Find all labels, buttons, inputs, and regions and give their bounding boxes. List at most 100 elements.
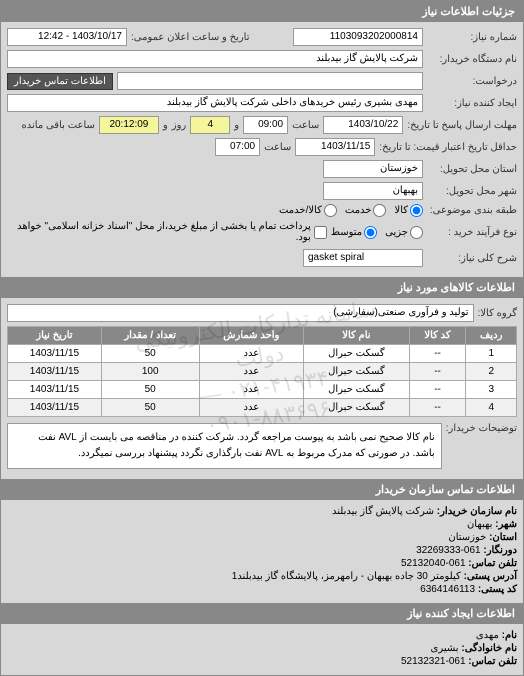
time-label-2: ساعت <box>264 142 291 153</box>
payment-checkbox[interactable] <box>314 226 327 239</box>
and-label: و <box>234 120 239 131</box>
creator-body: نام: مهدی نام خانوادگی: بشیری تلفن تماس:… <box>1 624 523 675</box>
contact-body: نام سازمان خریدار: شرکت پالایش گاز بیدبل… <box>1 500 523 603</box>
panel-title: جزئیات اطلاعات نیاز <box>1 1 523 22</box>
table-cell: گسکت حبرال <box>304 381 409 399</box>
items-header: اطلاعات کالاهای مورد نیاز <box>1 277 523 298</box>
city-label: شهر محل تحویل: <box>427 186 517 197</box>
items-table: ردیفکد کالانام کالاواحد شمارشتعداد / مقد… <box>7 326 517 417</box>
radio-motevaset[interactable]: متوسط <box>331 226 377 239</box>
days-remaining: 4 <box>190 116 230 134</box>
creator-header: اطلاعات ایجاد کننده نیاز <box>1 603 523 624</box>
c-city-label: شهر: <box>495 519 517 530</box>
table-cell: -- <box>409 381 466 399</box>
subject-label: شرح کلی نیاز: <box>427 253 517 264</box>
c-prov: خوزستان <box>448 532 486 543</box>
days-label: روز <box>172 120 187 131</box>
datetime-label: تاریخ و ساعت اعلان عمومی: <box>131 32 250 43</box>
table-cell: 50 <box>101 381 199 399</box>
table-header: ردیف <box>466 327 517 345</box>
main-panel: جزئیات اطلاعات نیاز شماره نیاز: 11030932… <box>0 0 524 676</box>
table-cell: -- <box>409 363 466 381</box>
city-value: بهبهان <box>323 182 423 200</box>
request-value <box>117 72 423 90</box>
radio-kala[interactable]: کالا <box>394 204 423 217</box>
remain-label: ساعت باقی مانده <box>22 120 95 131</box>
table-row: 1--گسکت حبرالعدد501403/11/15 <box>8 345 517 363</box>
c-phone: 061-52132040 <box>401 558 466 569</box>
payment-checkbox-label[interactable]: پرداخت تمام یا بخشی از مبلغ خرید،از محل … <box>7 221 327 243</box>
radio-both-input[interactable] <box>324 204 337 217</box>
radio-kala-input[interactable] <box>410 204 423 217</box>
deadline-label: مهلت ارسال پاسخ تا تاریخ: <box>407 120 517 131</box>
contact-info-button[interactable]: اطلاعات تماس خریدار <box>7 73 113 90</box>
buyer-org-value: شرکت پالایش گاز بیدبلند <box>7 50 423 68</box>
need-no-label: شماره نیاز: <box>427 32 517 43</box>
table-cell: عدد <box>199 399 304 417</box>
need-no-value: 1103093202000814 <box>293 28 423 46</box>
table-cell: عدد <box>199 345 304 363</box>
cr-family-label: نام خانوادگی: <box>461 643 517 654</box>
table-cell: 50 <box>101 399 199 417</box>
subject-value: gasket spiral <box>303 249 423 267</box>
form-body: شماره نیاز: 1103093202000814 تاریخ و ساع… <box>1 22 523 277</box>
table-cell: 1403/11/15 <box>8 345 102 363</box>
table-wrap: سامانه تدارکات الکترونیکی دولت ۰۲۱-۴۱۹۳۴… <box>7 326 517 417</box>
radio-jozi[interactable]: جزیی <box>385 226 423 239</box>
table-cell: عدد <box>199 363 304 381</box>
notes-value: نام کالا صحیح نمی باشد به پیوست مراجعه گ… <box>7 423 442 469</box>
subject-class-label: طبقه بندی موضوعی: <box>427 205 517 216</box>
province-label: استان محل تحویل: <box>427 164 517 175</box>
table-cell: گسکت حبرال <box>304 363 409 381</box>
table-header: نام کالا <box>304 327 409 345</box>
c-phone-label: تلفن تماس: <box>468 558 517 569</box>
deadline-date: 1403/10/22 <box>323 116 403 134</box>
c-fax-label: دورنگار: <box>483 545 517 556</box>
radio-motevaset-input[interactable] <box>364 226 377 239</box>
cr-name: مهدی <box>476 630 499 641</box>
created-by-label: ایجاد کننده نیاز: <box>427 98 517 109</box>
radio-khadamat-input[interactable] <box>373 204 386 217</box>
table-cell: 3 <box>466 381 517 399</box>
table-header: تعداد / مقدار <box>101 327 199 345</box>
deadline-time: 09:00 <box>243 116 288 134</box>
cr-phone: 061-52132321 <box>401 656 466 667</box>
table-cell: گسکت حبرال <box>304 345 409 363</box>
table-cell: 100 <box>101 363 199 381</box>
table-cell: 4 <box>466 399 517 417</box>
table-cell: عدد <box>199 381 304 399</box>
province-value: خوزستان <box>323 160 423 178</box>
table-cell: 1403/11/15 <box>8 381 102 399</box>
process-radios: جزیی متوسط <box>331 226 423 239</box>
c-prov-label: استان: <box>489 532 517 543</box>
table-row: 4--گسکت حبرالعدد501403/11/15 <box>8 399 517 417</box>
table-row: 2--گسکت حبرالعدد1001403/11/15 <box>8 363 517 381</box>
validity-label: حداقل تاریخ اعتبار قیمت: تا تاریخ: <box>379 142 517 153</box>
table-row: 3--گسکت حبرالعدد501403/11/15 <box>8 381 517 399</box>
c-org: شرکت پالایش گاز بیدبلند <box>332 506 434 517</box>
c-addr: کیلومتر 30 جاده بهبهان - رامهرمز، پالایش… <box>232 571 461 582</box>
group-label: گروه کالا: <box>478 308 517 319</box>
subject-class-radios: کالا خدمت کالا/خدمت <box>279 204 423 217</box>
time-remaining: 20:12:09 <box>99 116 159 134</box>
table-cell: گسکت حبرال <box>304 399 409 417</box>
validity-time: 07:00 <box>215 138 260 156</box>
table-cell: 1 <box>466 345 517 363</box>
and-label-2: و <box>163 120 168 131</box>
table-cell: 1403/11/15 <box>8 399 102 417</box>
table-header: تاریخ نیاز <box>8 327 102 345</box>
table-cell: -- <box>409 345 466 363</box>
cr-phone-label: تلفن تماس: <box>468 656 517 667</box>
table-cell: 2 <box>466 363 517 381</box>
c-org-label: نام سازمان خریدار: <box>437 506 517 517</box>
table-cell: 50 <box>101 345 199 363</box>
radio-khadamat[interactable]: خدمت <box>345 204 387 217</box>
table-header: واحد شمارش <box>199 327 304 345</box>
buyer-org-label: نام دستگاه خریدار: <box>427 54 517 65</box>
c-postal: 6364146113 <box>420 584 475 595</box>
radio-both[interactable]: کالا/خدمت <box>279 204 337 217</box>
group-value: تولید و فرآوری صنعتی(سفارشی) <box>7 304 474 322</box>
request-label: درخواست: <box>427 76 517 87</box>
radio-jozi-input[interactable] <box>410 226 423 239</box>
cr-name-label: نام: <box>502 630 517 641</box>
